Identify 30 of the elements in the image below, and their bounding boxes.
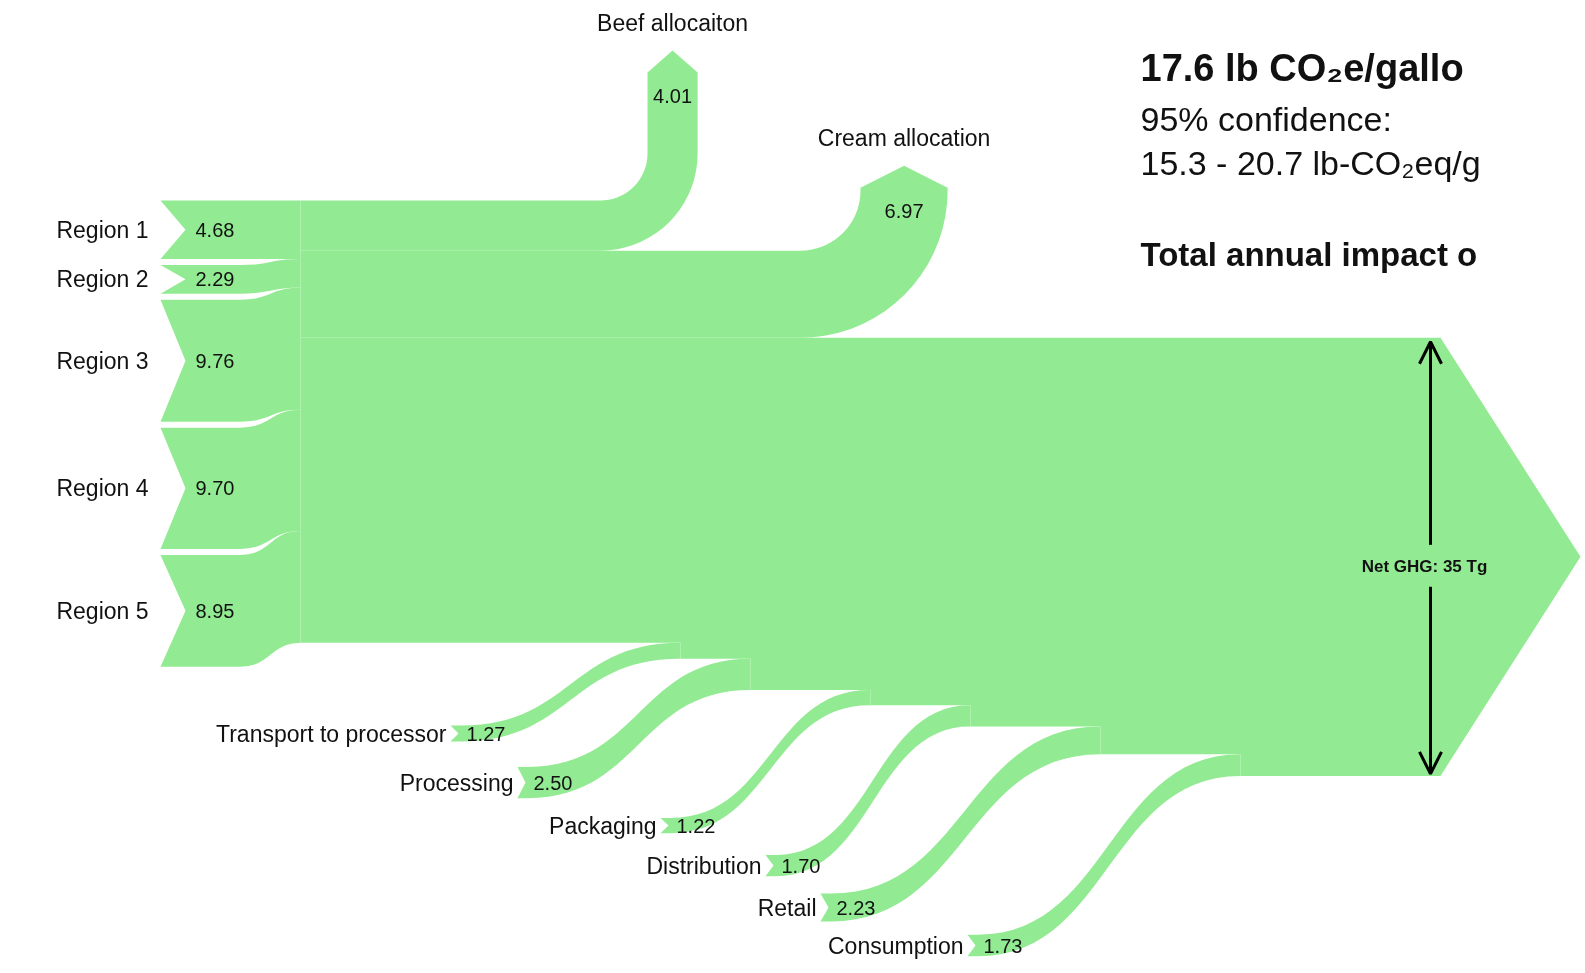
category-label: Region 3 <box>56 347 149 374</box>
category-label: Transport to processor <box>215 720 447 747</box>
category-label: Region 1 <box>56 216 149 243</box>
data-label: 8.95 <box>195 599 235 622</box>
category-label: Packaging <box>549 812 657 839</box>
text: Total annual impact o <box>1140 236 1478 273</box>
data-label: 1.27 <box>466 722 506 745</box>
data-label: 2.50 <box>533 771 573 794</box>
data-label: 4.01 <box>653 84 693 107</box>
data-label: 1.22 <box>676 814 716 837</box>
text: 17.6 lb CO₂e/gallo <box>1140 46 1464 89</box>
category-label: Beef allocaiton <box>597 9 749 36</box>
data-label: 6.97 <box>884 199 924 222</box>
category-label: Processing <box>399 769 514 796</box>
data-label: 2.29 <box>195 268 235 291</box>
data-label: 1.70 <box>781 854 821 877</box>
data-label: 1.73 <box>983 934 1023 957</box>
category-label: Consumption <box>827 932 964 959</box>
text: Net GHG: 35 Tg <box>1361 557 1488 577</box>
category-label: Retail <box>757 894 817 921</box>
data-label: 9.76 <box>195 349 235 372</box>
category-label: Region 5 <box>56 597 149 624</box>
category-label: Region 4 <box>56 475 149 502</box>
category-label: Distribution <box>646 852 762 879</box>
text: 95% confidence: 15.3 - 20.7 lb-CO₂eq/g <box>1140 99 1481 182</box>
data-label: 4.68 <box>195 218 235 241</box>
data-label: 2.23 <box>836 896 876 919</box>
category-label: Region 2 <box>56 266 149 293</box>
data-label: 9.70 <box>195 477 235 500</box>
category-label: Cream allocation <box>817 124 991 151</box>
